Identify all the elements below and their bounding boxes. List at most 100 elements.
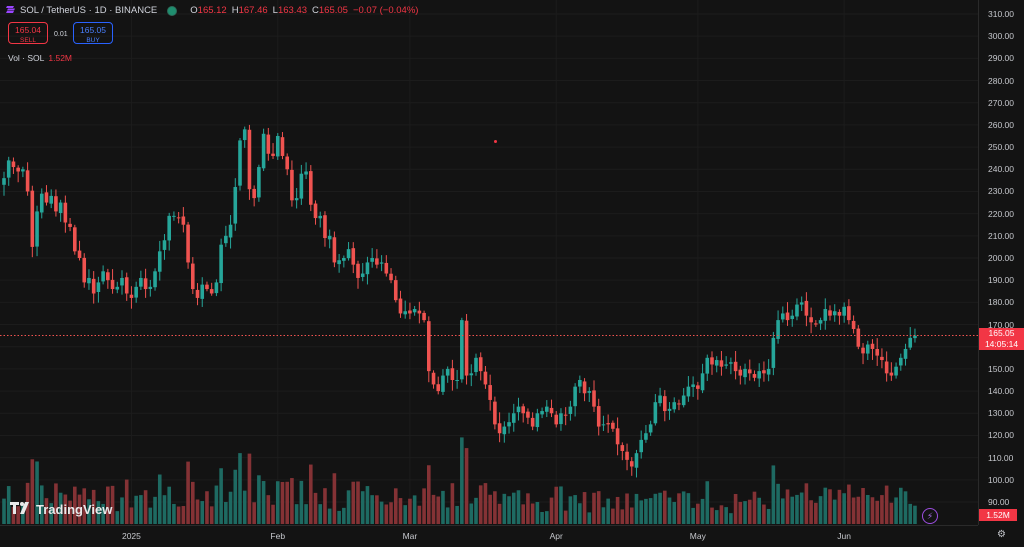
candle-body	[705, 357, 710, 374]
volume-bar	[592, 492, 596, 524]
volume-bar	[601, 507, 606, 524]
volume-bar	[667, 497, 672, 524]
candle-body	[219, 244, 223, 284]
volume-bar	[672, 501, 677, 524]
gear-icon[interactable]: ⚙	[997, 529, 1006, 540]
volume-bar	[700, 498, 705, 524]
volume-bar	[762, 504, 766, 524]
candle-body	[143, 278, 148, 290]
candle-body	[162, 240, 167, 250]
buy-button[interactable]: 165.05 BUY	[73, 22, 113, 44]
candle-body	[101, 271, 105, 282]
candle-body	[49, 195, 53, 204]
market-status-icon	[167, 5, 178, 16]
volume-bar	[648, 498, 653, 524]
volume-bar	[417, 505, 422, 524]
volume-bar	[842, 493, 846, 524]
candle-body	[384, 262, 389, 274]
volume-bar	[611, 508, 615, 524]
candle-body	[63, 202, 68, 223]
candle-body	[681, 395, 686, 406]
volume-bar	[620, 509, 625, 524]
candle-body	[351, 248, 356, 265]
time-axis[interactable]: 2025 Feb Mar Apr May Jun	[0, 525, 978, 547]
price-tick-label: 250.00	[988, 142, 1014, 153]
volume-bar	[549, 497, 554, 524]
symbol-icon[interactable]	[6, 4, 16, 17]
volume-bar	[856, 496, 861, 524]
volume-bar	[257, 475, 261, 524]
volume-bar	[285, 481, 289, 524]
candle-body	[209, 289, 214, 294]
volume-bar	[379, 501, 384, 524]
volume-bar	[384, 504, 389, 524]
volume-bar	[634, 493, 639, 524]
candle-body	[884, 361, 889, 374]
candle-body	[601, 424, 606, 426]
candle-body	[464, 320, 469, 376]
candle-body	[653, 402, 658, 424]
candle-body	[25, 170, 30, 192]
volume-bar	[96, 501, 101, 524]
chart-plot-area[interactable]	[0, 0, 978, 525]
bar-countdown: 14:05:14	[984, 339, 1019, 349]
candle-body	[686, 386, 691, 397]
volume-bar	[809, 500, 813, 524]
price-axis[interactable]: 90.00 100.00 110.00 120.00 130.00 140.00 150.0…	[978, 0, 1024, 525]
volume-bar	[563, 510, 568, 524]
volume-bar	[606, 498, 610, 524]
lightning-icon[interactable]: ⚡	[922, 508, 938, 524]
volume-bar	[464, 448, 469, 524]
candle-body	[120, 277, 124, 286]
volume-bar	[247, 453, 252, 524]
candle-body	[233, 187, 238, 224]
candle-body	[332, 237, 337, 263]
volume-bar	[460, 437, 464, 524]
candle-body	[908, 337, 913, 348]
volume-bar	[880, 495, 884, 524]
candlestick-chart[interactable]	[0, 0, 978, 525]
volume-bar	[266, 495, 271, 524]
candle-body	[488, 385, 492, 400]
candle-body	[356, 263, 360, 278]
volume-bar	[781, 498, 785, 524]
volume-bar	[91, 489, 96, 524]
volume-bar	[587, 512, 592, 524]
candle-body	[6, 160, 11, 178]
candle-body	[73, 227, 77, 252]
candle-body	[559, 413, 563, 425]
tradingview-logo[interactable]: TradingView	[10, 502, 112, 517]
volume-bar	[884, 485, 889, 524]
volume-badge: 1.52M	[979, 509, 1017, 521]
volume-bar	[530, 503, 535, 524]
candle-body	[417, 310, 422, 314]
candle-body	[724, 364, 728, 366]
candle-body	[899, 357, 903, 366]
symbol-title[interactable]: SOL / TetherUS · 1D · BINANCE	[20, 5, 158, 16]
candle-body	[870, 343, 875, 349]
volume-bar	[205, 491, 209, 524]
volume-bar	[568, 496, 573, 524]
volume-bar	[77, 494, 82, 524]
volume-bar	[162, 495, 167, 524]
candle-body	[16, 167, 20, 172]
price-tick-label: 260.00	[988, 119, 1014, 130]
candle-body	[408, 310, 412, 314]
buy-price: 165.05	[80, 25, 106, 35]
volume-bar	[747, 499, 752, 524]
volume-bar	[313, 492, 318, 524]
candle-body	[214, 282, 219, 294]
volume-legend[interactable]: Vol · SOL 1.52M	[8, 53, 72, 63]
candle-body	[629, 461, 634, 467]
volume-bar	[124, 479, 129, 524]
candle-body	[795, 304, 799, 317]
candle-body	[441, 375, 445, 392]
close-label: C	[312, 5, 319, 16]
sell-button[interactable]: 165.04 SELL	[8, 22, 48, 44]
volume-bar	[106, 486, 110, 524]
candle-body	[903, 348, 908, 359]
candle-body	[568, 406, 573, 414]
candle-body	[757, 371, 761, 379]
volume-bar	[214, 485, 219, 524]
volume-bar	[412, 495, 417, 524]
